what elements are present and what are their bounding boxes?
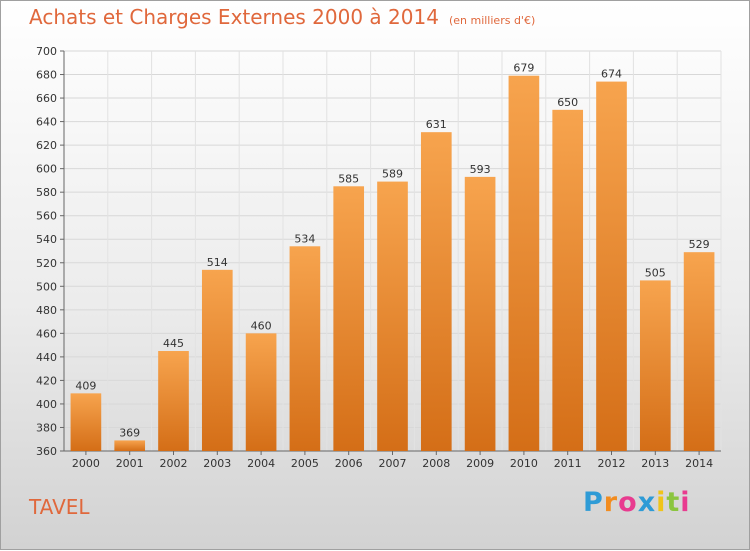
data-label: 505 (645, 266, 666, 279)
x-tick-label: 2007 (379, 457, 407, 470)
bars (70, 75, 715, 452)
x-tick-label: 2005 (291, 457, 319, 470)
y-tick-label: 560 (36, 210, 57, 223)
bar-2010 (508, 75, 540, 452)
x-tick-label: 2002 (160, 457, 188, 470)
bar-2004 (245, 333, 277, 451)
y-tick-label: 420 (36, 374, 57, 387)
bar-2012 (596, 81, 627, 452)
x-tick-label: 2010 (510, 457, 538, 470)
data-label: 460 (251, 319, 272, 332)
y-tick-label: 460 (36, 327, 57, 340)
bar-2001 (114, 440, 146, 451)
commune-name: TAVEL (29, 495, 90, 519)
x-tick-label: 2012 (598, 457, 626, 470)
logo-letter: x (637, 487, 657, 518)
bar-2005 (289, 246, 321, 451)
bar-2013 (639, 280, 671, 451)
x-tick-label: 2009 (466, 457, 494, 470)
logo-letter: i (656, 487, 667, 518)
bar-2003 (201, 269, 233, 451)
x-tick-label: 2006 (335, 457, 363, 470)
logo-letter: P (583, 487, 604, 518)
bar-2006 (333, 186, 365, 451)
x-tick-label: 2008 (422, 457, 450, 470)
data-label: 674 (601, 68, 622, 81)
data-label: 534 (294, 232, 315, 245)
x-tick-label: 2014 (685, 457, 713, 470)
chart-title: Achats et Charges Externes 2000 à 2014 (e… (29, 5, 535, 29)
bar-2000 (70, 393, 102, 451)
data-label: 593 (470, 163, 491, 176)
y-tick-label: 540 (36, 233, 57, 246)
y-tick-label: 700 (36, 45, 57, 58)
logo-letter: t (666, 487, 681, 518)
y-tick-label: 440 (36, 351, 57, 364)
y-tick-label: 620 (36, 139, 57, 152)
logo-letter: r (603, 487, 619, 518)
data-label: 679 (513, 62, 534, 75)
y-tick-label: 580 (36, 186, 57, 199)
bar-2014 (683, 252, 715, 451)
x-tick-label: 2011 (554, 457, 582, 470)
logo-letter: o (618, 487, 638, 518)
data-label: 585 (338, 172, 359, 185)
data-label: 631 (426, 118, 447, 131)
bar-2002 (158, 351, 189, 451)
y-tick-label: 680 (36, 69, 57, 82)
data-label: 445 (163, 337, 184, 350)
x-tick-label: 2003 (203, 457, 231, 470)
data-label: 369 (119, 426, 140, 439)
y-tick-label: 380 (36, 421, 57, 434)
bar-2007 (377, 181, 408, 451)
bar-2011 (552, 109, 584, 451)
data-label: 650 (557, 96, 578, 109)
x-tick-label: 2004 (247, 457, 275, 470)
title-text: Achats et Charges Externes 2000 à 2014 (29, 5, 439, 29)
y-tick-label: 500 (36, 280, 57, 293)
bar-2009 (464, 176, 496, 451)
data-label: 589 (382, 168, 403, 181)
data-label: 409 (75, 379, 96, 392)
y-tick-label: 600 (36, 163, 57, 176)
data-label: 514 (207, 256, 228, 269)
proxiti-logo: Proxiti (583, 487, 691, 518)
data-label: 529 (689, 238, 710, 251)
y-tick-label: 640 (36, 116, 57, 129)
x-tick-label: 2001 (116, 457, 144, 470)
y-tick-label: 480 (36, 304, 57, 317)
y-tick-label: 660 (36, 92, 57, 105)
x-tick-label: 2000 (72, 457, 100, 470)
bar-2008 (420, 132, 452, 452)
logo-letter: i (680, 487, 691, 518)
y-tick-label: 520 (36, 257, 57, 270)
labels: 360 380 400 420 440 460 480 500 520 540 560 580 600 6… (36, 45, 713, 470)
title-unit: (en milliers d'€) (448, 14, 536, 27)
x-tick-label: 2013 (641, 457, 669, 470)
y-tick-label: 400 (36, 398, 57, 411)
y-tick-label: 360 (36, 445, 57, 458)
